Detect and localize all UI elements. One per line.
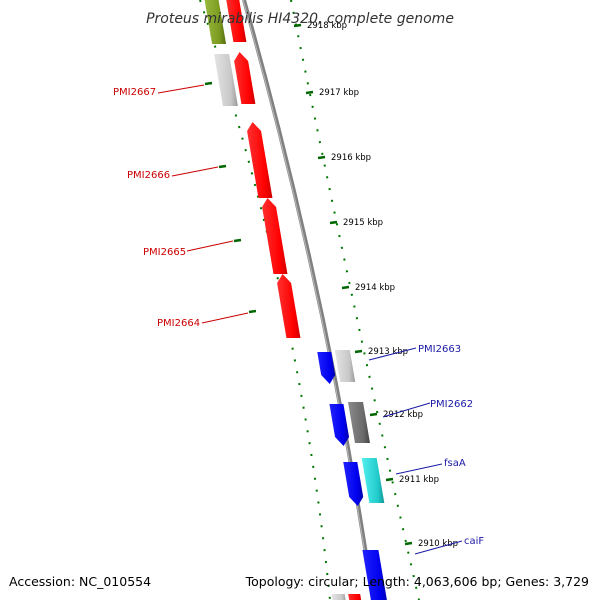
tick-track: 2918 kbp 2917 kbp 2916 kbp 2915 kbp 2914 kbp… (204, 21, 458, 549)
genome-summary-text: Topology: circular; Length: 4,063,606 bp… (245, 574, 589, 589)
gene-fsaa[interactable] (361, 458, 385, 503)
tick-mark (305, 90, 314, 95)
gene-pmi2666[interactable] (247, 122, 273, 198)
gene-pmi2665[interactable] (262, 198, 288, 274)
inner-guide-line (290, 0, 420, 600)
gene-pmi2662[interactable] (348, 402, 370, 443)
outer-tick-mark (218, 164, 227, 169)
tick-mark (329, 220, 338, 225)
gene-label-pmi2667: PMI2667 (113, 87, 156, 98)
tick-label: 2913 kbp (368, 347, 408, 357)
accession-text: Accession: NC_010554 (9, 574, 151, 589)
gene-label-pmi2665: PMI2665 (143, 247, 186, 258)
backbone-line (242, 0, 375, 600)
gene-label-pmi2664: PMI2664 (157, 318, 200, 329)
gene-track (204, 0, 387, 600)
tick-mark (317, 155, 326, 160)
tick-label: 2914 kbp (355, 283, 395, 293)
tick-label: 2918 kbp (307, 21, 347, 31)
gene-red-top[interactable] (226, 0, 247, 42)
gene-label-pmi2666: PMI2666 (127, 170, 170, 181)
outer-tick-mark (204, 81, 213, 86)
outer-tick-mark (233, 238, 242, 243)
tick-mark (404, 541, 413, 546)
gene-caif[interactable] (362, 550, 387, 600)
tick-label: 2910 kbp (418, 539, 458, 549)
right-leaders (368, 347, 463, 555)
gene-pmi2662-blue[interactable] (329, 404, 350, 446)
left-leaders (157, 84, 249, 324)
gene-label-pmi2663: PMI2663 (418, 344, 461, 355)
gene-label-pmi2662: PMI2662 (430, 399, 473, 410)
gene-gray-pmi2667[interactable] (214, 54, 238, 106)
map-title: Proteus mirabilis HI4320, complete genom… (146, 11, 454, 27)
gene-pmi2667-arrow[interactable] (234, 52, 256, 104)
outer-tick-mark (248, 309, 257, 314)
gene-label-fsaa: fsaA (444, 458, 466, 469)
tick-label: 2917 kbp (319, 88, 359, 98)
tick-mark (369, 412, 378, 417)
tick-label: 2912 kbp (383, 410, 423, 420)
tick-mark (385, 477, 394, 482)
gene-fsaa-blue[interactable] (343, 462, 364, 506)
gene-olive[interactable] (204, 0, 227, 44)
gene-pmi2663[interactable] (334, 350, 356, 382)
tick-mark (341, 285, 350, 290)
tick-label: 2915 kbp (343, 218, 383, 228)
gene-pmi2663-blue[interactable] (317, 352, 336, 384)
tick-mark (354, 349, 363, 354)
gene-label-caif: caiF (464, 536, 484, 547)
gene-bottom-red[interactable] (348, 594, 362, 600)
tick-label: 2916 kbp (331, 153, 371, 163)
backbone-highlight (242, 0, 373, 600)
gene-pmi2664[interactable] (277, 274, 301, 338)
outer-guide-line (199, 0, 331, 600)
gene-bottom-gray[interactable] (331, 594, 347, 600)
tick-mark (293, 23, 302, 28)
tick-label: 2911 kbp (399, 475, 439, 485)
